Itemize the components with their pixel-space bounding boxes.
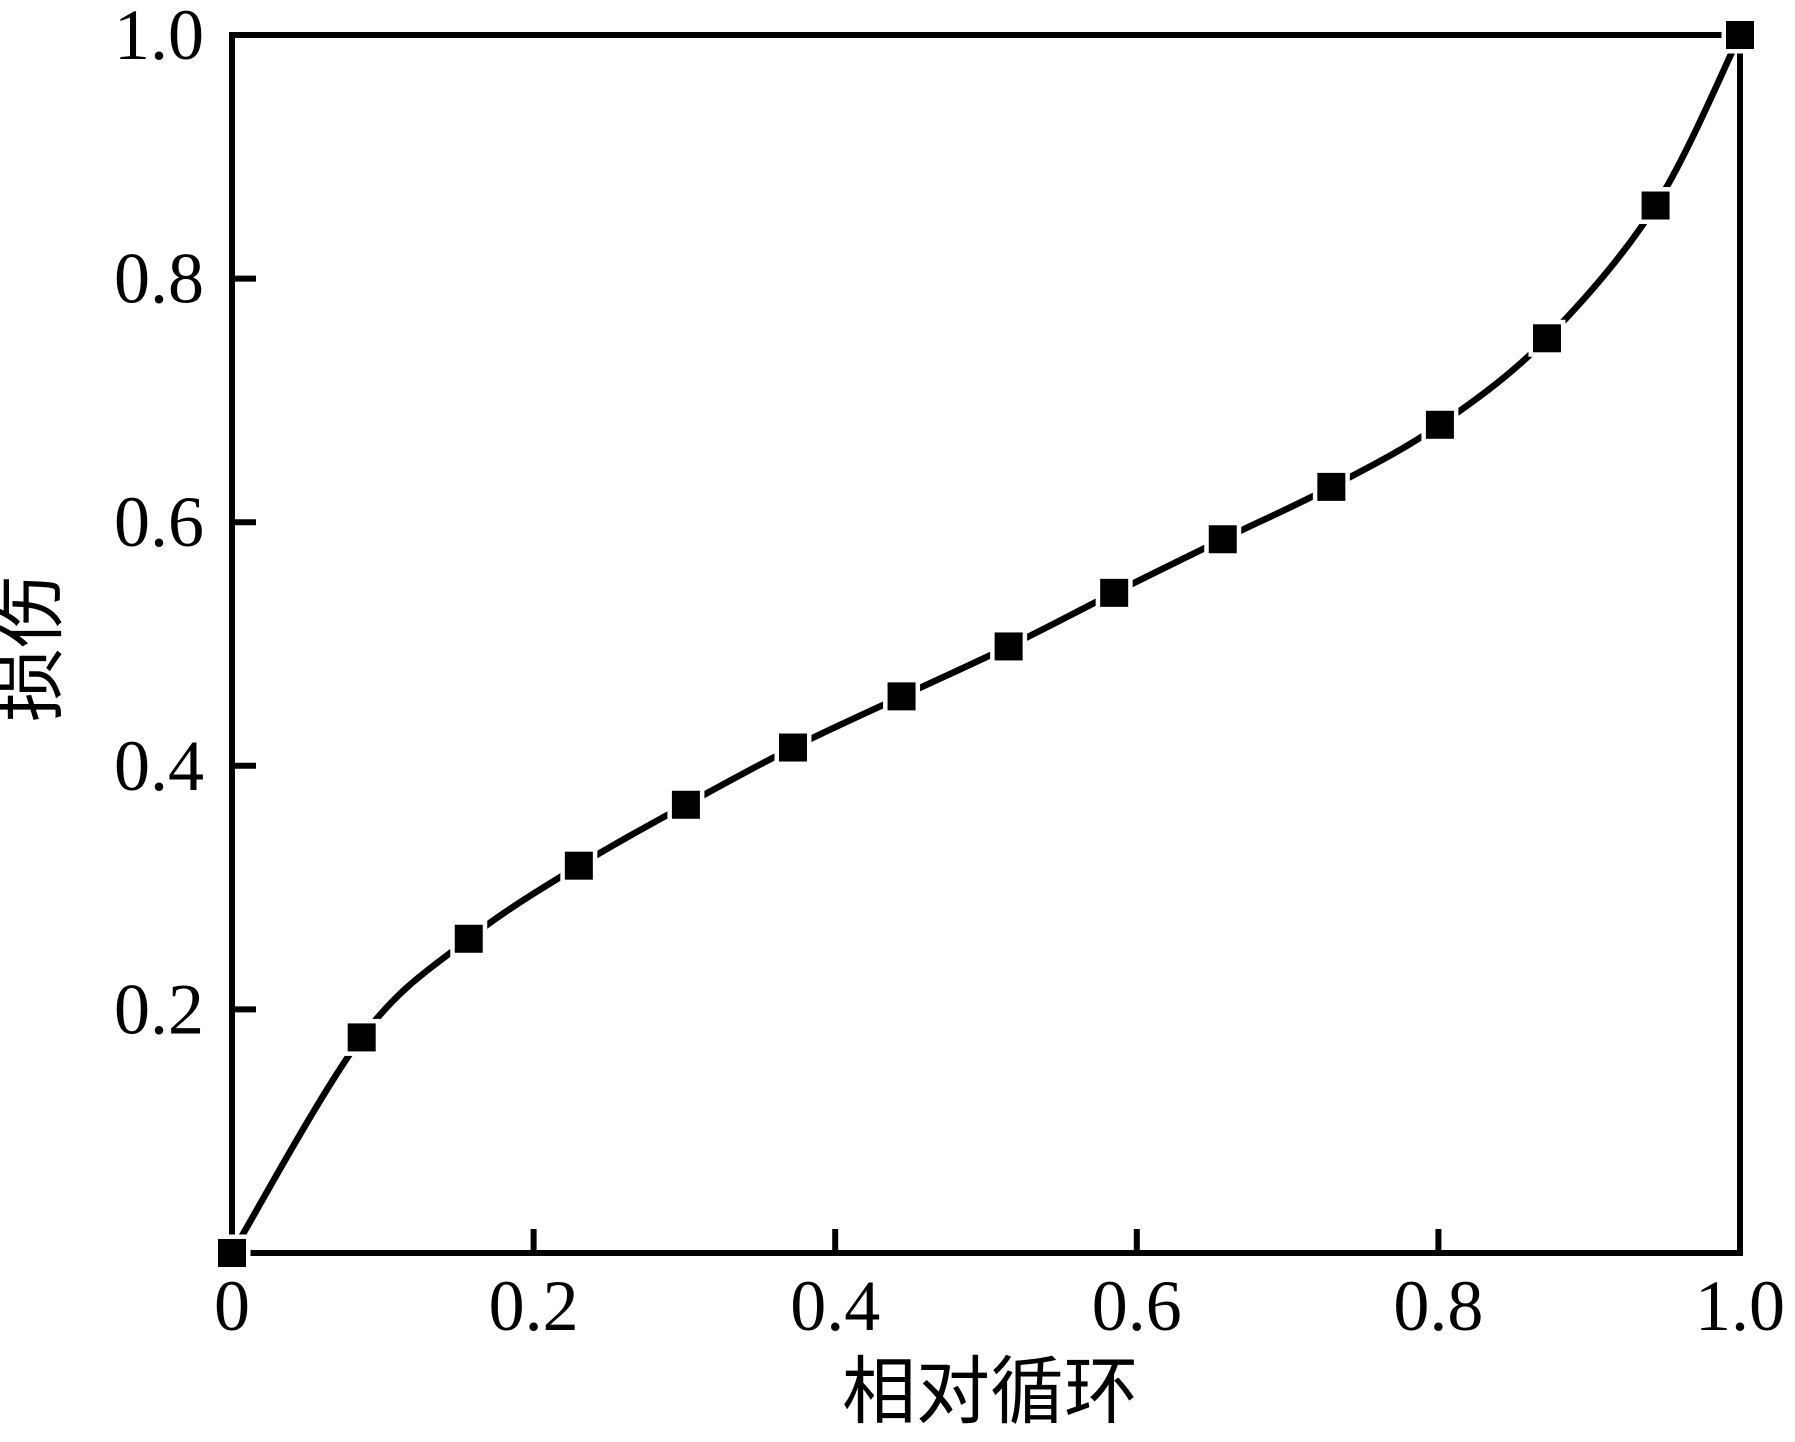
data-point-marker [213, 1234, 251, 1272]
x-axis-label: 相对循环 [842, 1352, 1138, 1434]
x-tick-label: 0.6 [1092, 1266, 1182, 1346]
x-ticks [229, 1229, 1743, 1253]
y-tick-label: 0.6 [114, 482, 204, 562]
y-ticks [232, 32, 256, 1013]
data-point-marker [1312, 468, 1350, 506]
y-axis-label: 损伤 [0, 574, 72, 722]
data-line [229, 33, 1743, 1255]
data-point-marker [990, 627, 1028, 665]
y-tick-label: 0.2 [114, 969, 204, 1049]
data-point-marker [883, 677, 921, 715]
y-tick-label: 0.4 [114, 726, 204, 806]
x-tick-label: 0.8 [1393, 1266, 1483, 1346]
x-tick-label: 0 [214, 1266, 250, 1346]
x-tick-labels: 0 0.2 0.4 0.6 0.8 1.0 [214, 1266, 1785, 1346]
y-tick-labels: 0.2 0.4 0.6 0.8 1.0 [114, 0, 204, 1049]
y-tick-label: 1.0 [114, 0, 204, 75]
data-point-marker [1721, 16, 1759, 54]
data-point-marker [1095, 574, 1133, 612]
data-point-marker [774, 729, 812, 767]
data-markers [213, 16, 1759, 1272]
data-point-marker [1637, 187, 1675, 225]
x-tick-label: 1.0 [1695, 1266, 1785, 1346]
data-point-marker [343, 1018, 381, 1056]
data-point-marker [1421, 406, 1459, 444]
data-point-marker [1528, 319, 1566, 357]
data-point-marker [450, 920, 488, 958]
plot-frame [229, 32, 1743, 1256]
data-point-marker [1204, 520, 1242, 558]
data-point-marker [667, 786, 705, 824]
x-tick-label: 0.4 [790, 1266, 880, 1346]
y-tick-label: 0.8 [114, 239, 204, 319]
data-point-marker [560, 847, 598, 885]
x-tick-label: 0.2 [489, 1266, 579, 1346]
